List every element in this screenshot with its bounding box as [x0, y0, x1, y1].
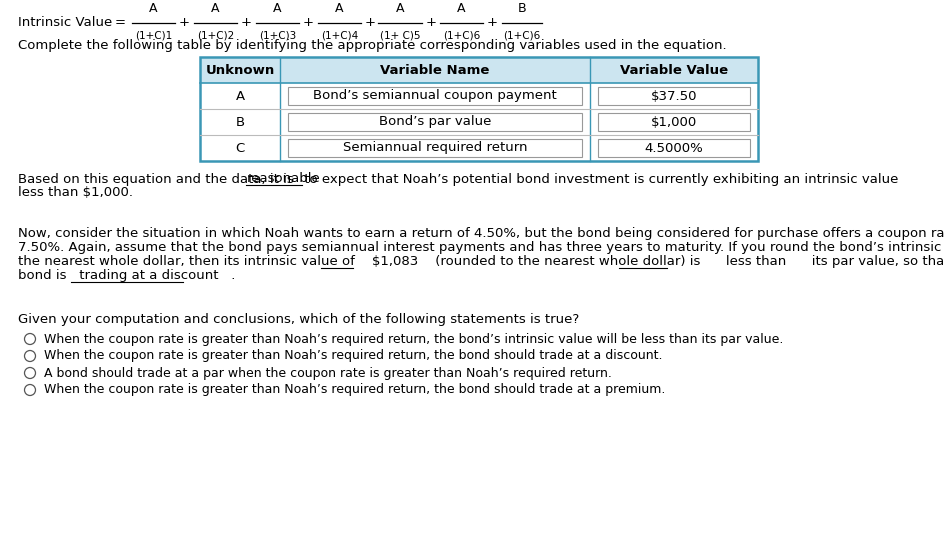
Bar: [288, 113, 582, 131]
Text: Semiannual required return: Semiannual required return: [343, 142, 527, 155]
Circle shape: [25, 384, 36, 396]
Text: 7.50%. Again, assume that the bond pays semiannual interest payments and has thr: 7.50%. Again, assume that the bond pays …: [18, 241, 944, 254]
Text: Intrinsic Value: Intrinsic Value: [18, 17, 112, 30]
Text: Given your computation and conclusions, which of the following statements is tru: Given your computation and conclusions, …: [18, 313, 579, 326]
Text: Now, consider the situation in which Noah wants to earn a return of 4.50%, but t: Now, consider the situation in which Noa…: [18, 227, 944, 240]
Text: +: +: [426, 17, 436, 30]
Text: A: A: [335, 2, 344, 15]
Text: (1+C)1: (1+C)1: [135, 31, 172, 41]
Text: (1+C)4: (1+C)4: [321, 31, 358, 41]
Text: A: A: [149, 2, 158, 15]
Text: =: =: [115, 17, 126, 30]
Text: to expect that Noah’s potential bond investment is currently exhibiting an intri: to expect that Noah’s potential bond inv…: [299, 172, 898, 185]
Text: A: A: [457, 2, 465, 15]
Text: When the coupon rate is greater than Noah’s required return, the bond should tra: When the coupon rate is greater than Noa…: [44, 384, 665, 397]
Text: Based on this equation and the data, it is: Based on this equation and the data, it …: [18, 172, 297, 185]
Text: C: C: [235, 142, 244, 155]
Text: $37.50: $37.50: [650, 89, 697, 102]
Bar: [598, 139, 750, 157]
Circle shape: [25, 334, 36, 344]
Bar: [288, 87, 582, 105]
Bar: [598, 87, 750, 105]
Text: +: +: [364, 17, 376, 30]
Text: Unknown: Unknown: [205, 64, 275, 77]
Text: A: A: [235, 89, 244, 102]
Text: less than $1,000.: less than $1,000.: [18, 186, 133, 199]
Text: (1+C)3: (1+C)3: [259, 31, 295, 41]
Bar: [598, 113, 750, 131]
Text: A: A: [211, 2, 220, 15]
Text: (1+C)6: (1+C)6: [503, 31, 540, 41]
Text: (1+C)6: (1+C)6: [443, 31, 480, 41]
Text: reasonable: reasonable: [246, 172, 320, 185]
Text: Bond’s semiannual coupon payment: Bond’s semiannual coupon payment: [312, 89, 556, 102]
Text: Variable Value: Variable Value: [619, 64, 727, 77]
Text: When the coupon rate is greater than Noah’s required return, the bond should tra: When the coupon rate is greater than Noa…: [44, 349, 662, 363]
Text: 4.5000%: 4.5000%: [644, 142, 702, 155]
Bar: [200, 57, 757, 83]
Text: (1+C)2: (1+C)2: [196, 31, 234, 41]
Text: +: +: [486, 17, 497, 30]
Bar: [200, 57, 757, 161]
Text: A: A: [396, 2, 404, 15]
Text: A: A: [273, 2, 281, 15]
Text: A bond should trade at a par when the coupon rate is greater than Noah’s require: A bond should trade at a par when the co…: [44, 367, 611, 379]
Text: B: B: [235, 115, 244, 128]
Text: +: +: [178, 17, 190, 30]
Bar: [288, 139, 582, 157]
Text: $1,000: $1,000: [650, 115, 697, 128]
Text: When the coupon rate is greater than Noah’s required return, the bond’s intrinsi: When the coupon rate is greater than Noa…: [44, 333, 783, 345]
Text: +: +: [241, 17, 252, 30]
Text: B: B: [517, 2, 526, 15]
Text: Bond’s par value: Bond’s par value: [379, 115, 491, 128]
Text: +: +: [303, 17, 313, 30]
Circle shape: [25, 368, 36, 378]
Text: Complete the following table by identifying the appropriate corresponding variab: Complete the following table by identify…: [18, 38, 726, 52]
Text: Variable Name: Variable Name: [379, 64, 489, 77]
Circle shape: [25, 350, 36, 362]
Text: bond is   trading at a discount   .: bond is trading at a discount .: [18, 270, 235, 282]
Text: (1+ C)5: (1+ C)5: [379, 31, 420, 41]
Text: the nearest whole dollar, then its intrinsic value of    $1,083    (rounded to t: the nearest whole dollar, then its intri…: [18, 255, 944, 268]
